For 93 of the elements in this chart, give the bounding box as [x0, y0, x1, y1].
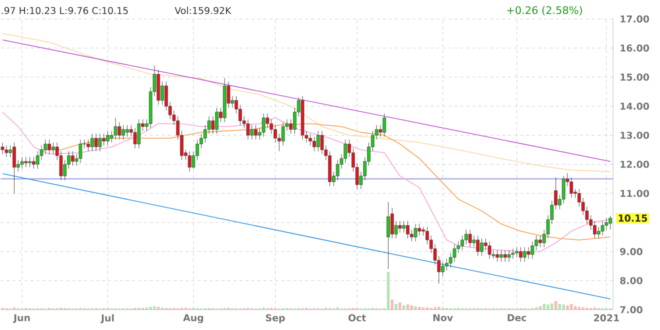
candlestick — [137, 119, 141, 149]
y-tick-label: 16.00 — [620, 44, 650, 52]
candlestick — [468, 230, 472, 248]
candlestick — [70, 151, 74, 166]
candlestick — [0, 142, 4, 155]
candlestick — [538, 235, 542, 248]
candlestick — [418, 224, 422, 236]
y-tick-label: 14.00 — [620, 102, 650, 110]
text: Vol:159.92K — [174, 6, 232, 14]
candlestick — [476, 235, 480, 256]
x-tick-label: Sep — [266, 314, 285, 324]
y-tick-label: 8.00 — [620, 277, 642, 284]
candlestick — [460, 235, 464, 251]
candlestick — [593, 220, 596, 239]
y-tick-label: 15.00 — [620, 74, 650, 81]
y-tick-label: 12.00 — [620, 160, 650, 168]
candlestick — [390, 208, 394, 239]
candlestick — [522, 247, 526, 262]
candlestick — [488, 241, 492, 260]
x-tick-label: Oct — [348, 314, 366, 322]
candlestick — [530, 241, 534, 260]
candlestick — [386, 202, 390, 270]
candlestick — [445, 258, 448, 271]
text: +0.26 (2.58%) — [507, 6, 582, 16]
x-tick-label: Aug — [183, 314, 204, 324]
candlestick — [526, 247, 530, 260]
candlestick — [262, 113, 266, 138]
x-tick-label: 2021 — [594, 314, 619, 322]
candlestick — [496, 250, 500, 262]
candlestick — [414, 224, 418, 242]
candlestick — [274, 124, 277, 143]
candlestick — [114, 118, 118, 140]
candlestick — [164, 81, 168, 111]
candlestick — [472, 235, 476, 248]
candlestick — [308, 134, 312, 146]
candlestick — [188, 151, 192, 172]
candlestick — [382, 113, 386, 138]
candlestick — [312, 136, 316, 152]
candlestick — [316, 130, 320, 152]
candlestick — [402, 220, 406, 234]
candlestick — [600, 220, 604, 236]
candlestick — [441, 262, 444, 277]
candlestick — [250, 124, 254, 140]
candlestick — [534, 235, 538, 251]
x-tick-label: Jun — [13, 314, 30, 324]
candlestick — [12, 142, 16, 194]
candlestick — [515, 247, 519, 258]
candlestick — [48, 140, 51, 155]
candlestick — [398, 220, 402, 234]
candlestick — [562, 176, 566, 204]
candlestick — [503, 250, 507, 262]
candlestick — [215, 108, 219, 134]
candlestick — [32, 156, 36, 170]
candlestick — [106, 130, 110, 146]
candlestick — [480, 238, 484, 256]
candlestick — [246, 119, 250, 140]
y-tick-label: 7.00 — [620, 306, 642, 314]
candlestick — [78, 140, 82, 164]
candlestick — [426, 226, 429, 245]
x-tick-label: Nov — [433, 314, 453, 322]
x-tick-label: Jul — [100, 314, 114, 324]
candlestick — [118, 122, 122, 140]
candlestick — [133, 128, 137, 149]
y-tick-label: 17.00 — [620, 16, 650, 23]
text: .97 H:10.23 L:9.76 C:10.15 — [2, 7, 128, 14]
candlestick — [608, 216, 612, 230]
candlestick — [281, 122, 285, 146]
candlestick — [102, 134, 106, 146]
x-tick-label: Dec — [508, 314, 526, 322]
text: 10.15 — [618, 214, 647, 222]
candlestick — [254, 124, 258, 140]
candlestick — [94, 134, 98, 152]
candlestick — [28, 156, 32, 168]
candlestick — [4, 145, 8, 158]
candlestick — [52, 142, 55, 155]
candlestick — [126, 124, 129, 138]
candlestick — [511, 248, 515, 260]
candlestick — [90, 134, 94, 152]
candlestick — [519, 247, 522, 262]
candlestick — [20, 156, 24, 170]
candlestick — [63, 160, 67, 181]
y-tick-label: 9.00 — [620, 248, 642, 256]
y-tick-label: 11.00 — [620, 190, 650, 198]
y-tick-label: 13.00 — [620, 132, 650, 139]
candlestick — [86, 140, 90, 152]
candlestick — [500, 250, 503, 262]
candlestick — [122, 124, 126, 140]
candlestick — [24, 156, 28, 168]
candlestick — [570, 177, 574, 198]
candlestick — [507, 250, 511, 262]
candlestick — [464, 230, 468, 245]
candlestick — [98, 134, 102, 152]
candlestick — [406, 220, 410, 239]
